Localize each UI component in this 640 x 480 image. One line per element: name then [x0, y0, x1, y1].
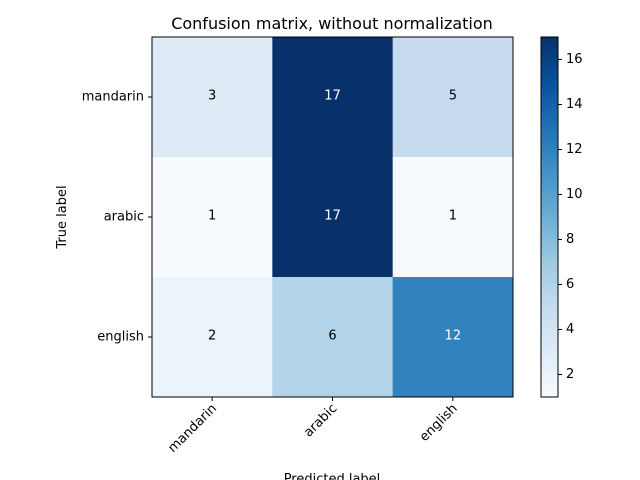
colorbar-tick-label: 8: [566, 232, 574, 247]
cell-value-label: 1: [449, 209, 457, 224]
heatmap-cell: [392, 37, 514, 158]
colorbar-tick-label: 10: [566, 187, 583, 202]
y-axis-label: True label: [55, 185, 70, 249]
colorbar-tick-label: 14: [566, 97, 583, 112]
y-tick-label: english: [97, 330, 144, 345]
heatmap-cells: 3 17 51 17 12 6 12: [152, 37, 514, 398]
heatmap-cell: [272, 37, 394, 158]
heatmap-cell: [272, 157, 394, 278]
cell-value-label: 12: [445, 329, 462, 344]
heatmap-cell: [152, 277, 273, 398]
heatmap-cell: [152, 157, 273, 278]
colorbar-tick-label: 6: [566, 277, 574, 292]
x-tick-label: english: [417, 401, 461, 445]
y-tick-label: mandarin: [82, 90, 144, 105]
cell-value-label: 5: [449, 89, 457, 104]
x-axis-label: Predicted label: [284, 472, 381, 480]
colorbar-tick-label: 12: [566, 142, 583, 157]
cell-value-label: 1: [208, 209, 216, 224]
cell-value-label: 17: [324, 209, 341, 224]
cell-value-label: 6: [328, 329, 336, 344]
y-axis-ticks: mandarin arabic english: [82, 90, 152, 345]
chart-title: Confusion matrix, without normalization: [171, 14, 493, 33]
colorbar-tick-label: 2: [566, 367, 574, 382]
heatmap-cell: [152, 37, 273, 158]
heatmap-cell: [392, 277, 514, 398]
cell-value-label: 2: [208, 329, 216, 344]
heatmap-cell: [392, 157, 514, 278]
x-tick-label: mandarin: [165, 401, 220, 456]
colorbar-ticks: 2 4 6 8 10 12 14 16: [558, 52, 583, 382]
cell-value-label: 3: [208, 89, 216, 104]
colorbar: [540, 36, 559, 398]
colorbar-tick-label: 16: [566, 52, 583, 67]
y-tick-label: arabic: [104, 210, 144, 225]
heatmap-cell: [272, 277, 394, 398]
x-axis-ticks: mandarin arabic english: [165, 397, 461, 456]
colorbar-tick-label: 4: [566, 322, 574, 337]
x-tick-label: arabic: [301, 401, 340, 440]
cell-value-label: 17: [324, 89, 341, 104]
